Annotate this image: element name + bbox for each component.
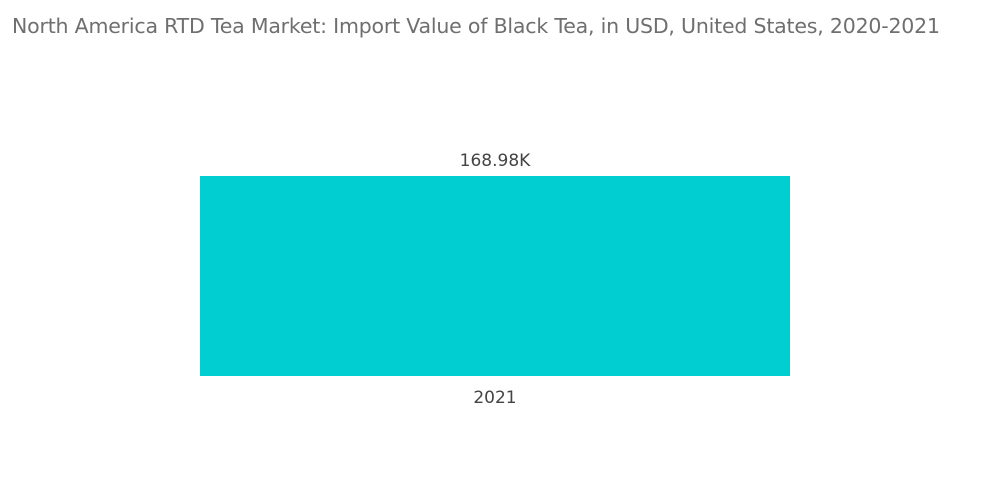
- data-label-2021: 168.98K: [460, 151, 531, 171]
- x-tick-label-2021: 2021: [473, 388, 516, 408]
- chart-title: North America RTD Tea Market: Import Val…: [12, 14, 940, 38]
- bar-2021: [200, 176, 790, 376]
